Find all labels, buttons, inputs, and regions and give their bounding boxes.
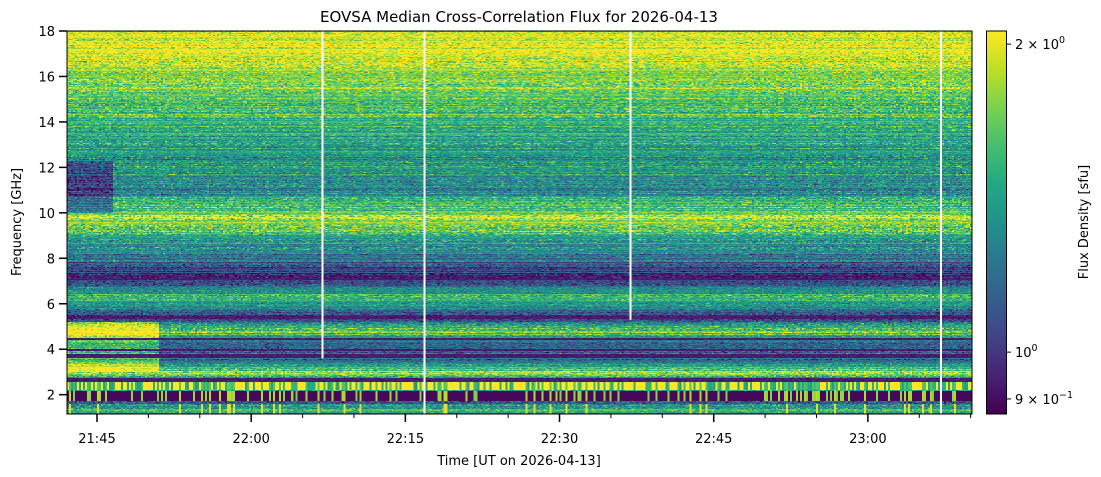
x-tick-label: 21:45 [78, 432, 115, 447]
x-tick-label: 23:00 [849, 432, 886, 447]
colorbar-label: Flux Density [sfu] [1077, 165, 1092, 279]
colorbar-tick-label: 9 × 10−1 [1015, 390, 1073, 408]
y-tick-label: 6 [47, 298, 55, 313]
spectrogram-heatmap [67, 31, 972, 414]
plot-frame [66, 30, 973, 415]
x-axis: 21:45 22:00 22:15 22:30 22:45 23:00 [78, 414, 972, 447]
x-axis-label: Time [UT on 2026-04-13] [436, 454, 601, 469]
y-tick-label: 18 [38, 25, 55, 40]
x-tick-label: 22:15 [387, 432, 424, 447]
x-tick-label: 22:45 [695, 432, 732, 447]
y-tick-label: 2 [47, 389, 55, 404]
y-axis: 2 4 6 8 10 12 14 16 18 [38, 25, 67, 404]
y-axis-label: Frequency [GHz] [10, 168, 25, 276]
y-tick-label: 4 [47, 343, 55, 358]
colorbar-gradient [987, 31, 1006, 414]
y-tick-label: 8 [47, 252, 55, 267]
y-tick-label: 10 [38, 207, 55, 222]
colorbar-tick-label: 2 × 100 [1015, 35, 1065, 53]
x-tick-label: 22:00 [232, 432, 269, 447]
x-tick-label: 22:30 [541, 432, 578, 447]
colorbar-axis: 2 × 100 100 9 × 10−1 [1006, 35, 1073, 408]
y-tick-label: 12 [38, 161, 55, 176]
colorbar-frame [986, 30, 1007, 415]
y-tick-label: 14 [38, 116, 55, 131]
chart-title: EOVSA Median Cross-Correlation Flux for … [320, 8, 718, 26]
colorbar-tick-label: 100 [1015, 343, 1038, 361]
y-tick-label: 16 [38, 70, 55, 85]
